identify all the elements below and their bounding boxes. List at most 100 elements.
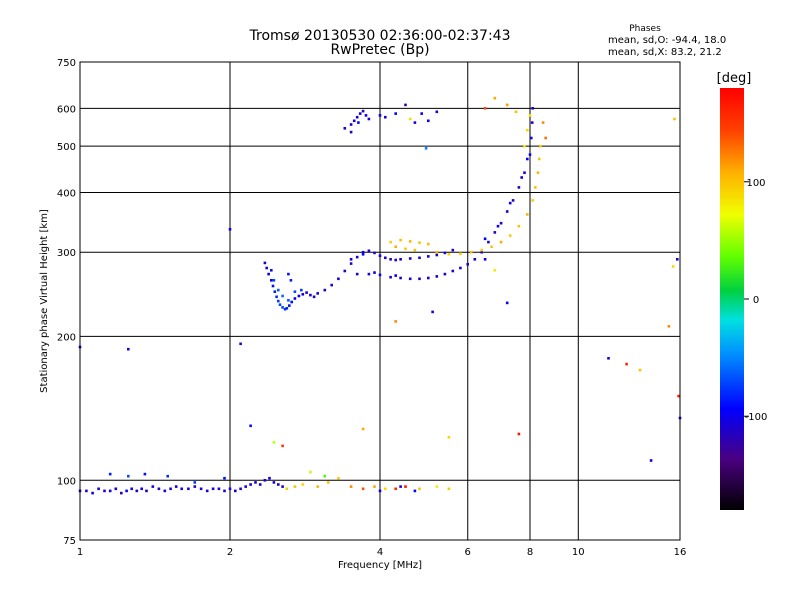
x-axis-label: Frequency [MHz] [338, 560, 422, 571]
data-point [517, 224, 521, 228]
data-point [493, 96, 497, 100]
data-point [288, 304, 291, 307]
stats-o-mode: mean, sd,O: -94.4, 18.0 [608, 35, 726, 46]
colorbar-tick-label: -100 [745, 412, 768, 423]
data-point [413, 248, 417, 252]
data-point [337, 277, 340, 281]
data-point [258, 483, 262, 486]
data-point [361, 427, 365, 431]
data-point [408, 240, 412, 243]
data-point [272, 279, 276, 282]
data-point [305, 291, 308, 294]
data-point [404, 247, 407, 251]
colorbar [720, 88, 744, 510]
data-point [480, 248, 483, 252]
data-point [193, 481, 197, 484]
data-point [205, 489, 209, 493]
data-point [499, 240, 503, 244]
data-point [352, 119, 356, 123]
data-point [408, 277, 412, 281]
data-point [120, 491, 123, 495]
data-point [671, 265, 675, 268]
data-point [384, 256, 387, 260]
data-point [293, 297, 297, 300]
data-point [265, 266, 268, 270]
data-point [263, 479, 267, 482]
data-point [389, 240, 392, 244]
data-point [508, 201, 512, 205]
data-point [418, 241, 421, 244]
data-point [625, 362, 628, 366]
data-point [108, 472, 112, 476]
data-point [187, 487, 190, 491]
data-point [480, 250, 483, 254]
data-point [544, 136, 547, 140]
data-point [483, 258, 487, 261]
data-point [607, 357, 610, 360]
data-point [538, 157, 541, 161]
data-point [511, 199, 515, 202]
data-point [378, 254, 382, 257]
data-point [271, 284, 275, 288]
data-point [361, 250, 365, 254]
data-point [514, 110, 518, 114]
data-point [361, 487, 365, 491]
data-point [520, 176, 523, 179]
data-point [316, 485, 319, 488]
data-point [337, 476, 340, 480]
data-point [493, 231, 497, 234]
data-point [676, 258, 679, 261]
data-point [490, 245, 493, 249]
data-point [378, 114, 382, 117]
data-point [125, 489, 128, 493]
data-point [394, 112, 397, 115]
y-tick-label: 100 [57, 476, 76, 487]
data-point [394, 274, 397, 277]
data-point [277, 483, 280, 486]
data-point [270, 279, 273, 282]
data-point [316, 292, 319, 295]
data-point [290, 300, 293, 304]
data-point [355, 272, 359, 276]
data-point [673, 117, 676, 121]
data-point [244, 485, 247, 488]
data-point [427, 119, 430, 123]
data-point [301, 483, 305, 486]
data-point [418, 277, 421, 281]
data-point [378, 273, 382, 277]
data-point [483, 237, 487, 241]
data-point [526, 213, 529, 216]
data-point [300, 288, 303, 292]
y-axis-label: Stationary phase Virtual Height [km] [39, 209, 50, 393]
data-point [97, 487, 100, 491]
data-point [323, 474, 327, 478]
data-point [169, 487, 172, 491]
data-point [108, 489, 112, 493]
data-point [127, 474, 130, 478]
data-point [163, 489, 167, 493]
data-point [427, 255, 430, 258]
data-point [384, 487, 387, 491]
data-point [309, 470, 312, 474]
data-point [180, 487, 183, 491]
grid-lines [80, 62, 680, 540]
data-point [91, 491, 94, 495]
data-point [505, 301, 509, 305]
x-tick-label: 8 [527, 547, 533, 558]
data-point [447, 253, 451, 256]
data-point [435, 253, 439, 257]
data-point [268, 476, 271, 480]
data-point [367, 117, 371, 121]
data-point [404, 485, 407, 488]
data-point [447, 487, 451, 491]
data-point [278, 303, 282, 306]
data-point [638, 368, 642, 372]
data-point [451, 248, 455, 252]
data-point [505, 210, 509, 213]
data-point [130, 487, 133, 491]
data-point [404, 103, 407, 107]
data-point [151, 485, 155, 488]
data-point [483, 107, 487, 110]
data-point [85, 489, 88, 493]
